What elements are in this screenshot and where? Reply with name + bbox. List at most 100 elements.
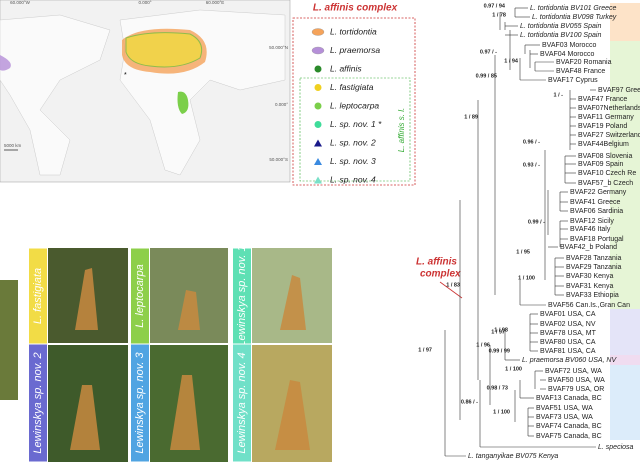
leaf-label: BVAF56 Can.Is.,Gran Can	[548, 302, 630, 309]
leaf-label: BVAF46 Italy	[570, 226, 611, 233]
leaf-label: BVAF20 Romania	[556, 59, 612, 66]
legend-label: L. sp. nov. 1 *	[330, 119, 382, 129]
clade-band	[610, 309, 640, 355]
axis-label: 60.000°E	[206, 0, 225, 5]
land	[0, 14, 111, 176]
label-panel	[29, 344, 47, 462]
support-value: 0.98 / 73	[487, 385, 508, 391]
support-value: 1 / 98	[494, 327, 508, 333]
leaf-label: BVAF29 Tanzania	[566, 264, 621, 271]
support-value: 1 / 96	[476, 342, 490, 348]
leaf-label: BVAF44Belgium	[578, 141, 629, 148]
leaf-label: L. tanganyikae BV075 Kenya	[468, 453, 558, 460]
range-leptocarpa	[177, 91, 189, 114]
leaf-label: BVAF18 Portugal	[570, 236, 624, 243]
leaf-label: BVAF11 Germany	[578, 114, 634, 121]
support-value: 1 / 94	[504, 58, 519, 64]
leaf-label: BVAF02 USA, NV	[540, 321, 596, 328]
leaf-label: BVAF27 Switzerland	[578, 132, 640, 139]
legend-symbol	[311, 46, 325, 55]
axis-label: 0.000°	[275, 102, 288, 107]
leaf-label: BVAF28 Tanzania	[566, 255, 621, 262]
clade-band	[610, 3, 640, 41]
legend-label: L. praemorsa	[330, 45, 380, 55]
clade-label-part: complex	[420, 269, 461, 280]
arrow	[439, 281, 463, 299]
legend-symbol	[314, 176, 322, 184]
leaf-label: BVAF22 Germany	[570, 189, 627, 196]
support-value: 0.97 / 94	[484, 3, 506, 9]
label-panel	[29, 248, 47, 344]
scale-label: 5000 km	[4, 143, 22, 148]
legend-title: L. affinis complex	[313, 3, 398, 14]
support-value: 1 / 100	[505, 366, 522, 372]
support-value: 0.99 / -	[528, 219, 545, 225]
label-panel	[233, 248, 251, 344]
clade-band	[610, 41, 640, 309]
leaf-label: BVAF07Netherlands	[578, 105, 640, 112]
leaf-label: BVAF03 Morocco	[542, 42, 596, 49]
leaf-label: L. tortidontia BV100 Spain	[520, 32, 601, 39]
legend-label: L. fastigiata	[330, 82, 374, 92]
photo-label: Lewinskya sp. nov. 3	[134, 351, 146, 453]
support-value: 1 / 97	[418, 347, 432, 353]
leaf-label: BVAF30 Kenya	[566, 273, 613, 280]
legend-label: L. sp. nov. 3	[330, 156, 376, 166]
legend-label: L. sp. nov. 2	[330, 137, 376, 147]
photo-label: L. fastigiata	[32, 268, 44, 324]
axis-label: 50.000°N	[269, 45, 288, 50]
axis-label: 0.000°	[138, 0, 151, 5]
leaf-label: BVAF80 USA, CA	[540, 339, 596, 346]
leaf-label: BVAF42_b Poland	[560, 244, 617, 251]
legend-label: L. affinis	[330, 63, 362, 73]
leaf-label: BVAF78 USA, MT	[540, 330, 597, 337]
support-value: 0.96 / -	[523, 139, 540, 145]
support-value: 1 / 97	[491, 329, 505, 335]
range-fastigiata	[125, 32, 203, 68]
axis-label: 50.000°S	[269, 157, 288, 162]
photo-label: Lewinskya sp. nov. 4	[236, 352, 248, 453]
leaf-label: L. praemorsa BV060 USA, NV	[522, 357, 617, 364]
support-value: 0.86 / -	[461, 399, 478, 405]
legend-symbol	[311, 28, 325, 36]
leaf-label: L. tortidontia BV101 Greece	[530, 5, 616, 12]
leaf-label: BVAF01 USA, CA	[540, 311, 596, 318]
legend-symbol	[314, 158, 322, 165]
label-panel	[233, 344, 251, 462]
support-value: 1 / 95	[516, 249, 530, 255]
leaf-label: BVAF74 Canada, BC	[536, 423, 602, 430]
leaf-label: BVAF09 Spain	[578, 161, 624, 168]
leaf-label: BVAF13 Canada, BC	[536, 395, 602, 402]
support-value: 0.97 / -	[480, 49, 497, 55]
leaf-label: BVAF04 Morocco	[540, 51, 594, 58]
range-praemorsa	[0, 55, 11, 71]
support-value: 1 / 83	[446, 282, 460, 288]
support-value: 0.93 / -	[523, 162, 540, 168]
leaf-label: BVAF12 Sicily	[570, 218, 614, 225]
support-value: 1 / 89	[464, 114, 478, 120]
leaf-label: L. tortidontia BV098 Turkey	[532, 14, 617, 21]
leaf-label: BVAF51 USA, WA	[536, 405, 593, 412]
support-value: 0.99 / 85	[476, 73, 497, 79]
leaf-label: BVAF50 USA, WA	[548, 377, 605, 384]
capsules	[70, 268, 310, 450]
leaf-label: L. tortidontia BV055 Spain	[520, 23, 601, 30]
leaf-label: BVAF33 Ethiopia	[566, 292, 619, 299]
leaf-label: BVAF41 Greece	[570, 199, 621, 206]
legend-group: L. affinis s. l.	[397, 108, 406, 152]
marker: *	[124, 72, 127, 79]
support-value: 1 / 100	[518, 275, 535, 281]
axis-label: 60.000°W	[10, 0, 31, 5]
label-panel	[131, 344, 149, 462]
legend-symbol	[314, 121, 322, 128]
photo-label: L. leptocarpa	[134, 264, 146, 328]
legend-symbol	[314, 84, 322, 91]
support-value: 1 / 78	[492, 12, 506, 18]
leaf-label: L. speciosa	[598, 444, 634, 451]
support-value: 1 / 100	[493, 409, 510, 415]
leaf-label: BVAF10 Czech Re	[578, 170, 636, 177]
leaf-label: BVAF47 France	[578, 96, 627, 103]
legend-group-frame	[299, 77, 411, 182]
legend-symbol	[314, 102, 322, 110]
support-value: 0.99 / 99	[489, 348, 510, 354]
